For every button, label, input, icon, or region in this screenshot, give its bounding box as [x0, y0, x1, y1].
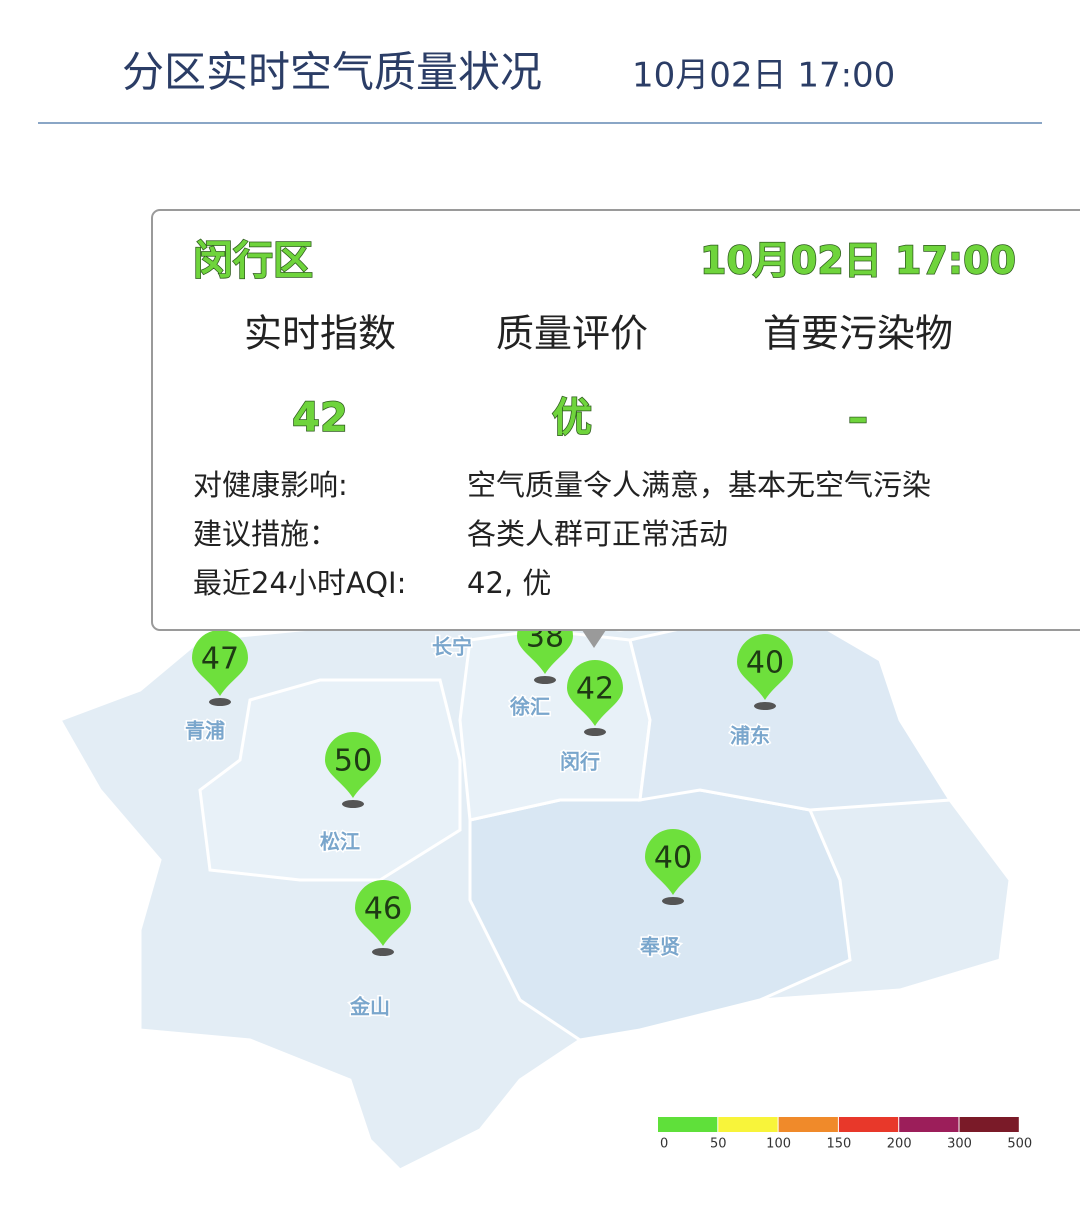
legend-tick: 150: [826, 1137, 851, 1152]
marker-value: 42: [576, 672, 614, 707]
district-label: 长宁: [432, 635, 472, 659]
legend-swatch: [658, 1117, 718, 1132]
detail-text: 42, 优: [467, 566, 551, 600]
legend-swatch: [718, 1117, 778, 1132]
marker-shadow: [342, 800, 364, 808]
marker-pin: [192, 630, 248, 696]
marker-shadow: [372, 948, 394, 956]
marker-shadow: [584, 728, 606, 736]
legend-swatch: [899, 1117, 959, 1132]
legend-swatch: [959, 1117, 1019, 1132]
marker-shadow: [534, 676, 556, 684]
legend-tick: 500: [1007, 1137, 1032, 1152]
district-label: 金山: [349, 995, 390, 1019]
marker-value: 40: [746, 646, 784, 681]
column-value: –: [848, 395, 868, 441]
marker-value: 46: [364, 892, 402, 927]
detail-text: 空气质量令人满意，基本无空气污染: [467, 468, 931, 502]
legend-swatch: [838, 1117, 899, 1132]
marker-pin: [645, 829, 701, 895]
marker-pin: [325, 732, 381, 798]
district-label: 浦东: [730, 724, 770, 748]
legend-tick: 300: [947, 1137, 972, 1152]
column-header: 质量评价: [496, 312, 648, 356]
page-title: 分区实时空气质量状况: [122, 48, 542, 97]
page-time: 10月02日 17:00: [632, 56, 895, 96]
column-header: 首要污染物: [763, 312, 953, 356]
marker-value: 40: [654, 841, 692, 876]
marker-shadow: [209, 698, 231, 706]
detail-text: 各类人群可正常活动: [467, 517, 728, 551]
legend-tick: 200: [887, 1137, 912, 1152]
marker-shadow: [662, 897, 684, 905]
column-header: 实时指数: [244, 312, 396, 356]
marker-pin: [567, 660, 623, 726]
column-value: 42: [292, 395, 348, 441]
column-value: 优: [552, 395, 592, 441]
district-label: 青浦: [185, 719, 225, 743]
popup-time: 10月02日 17:00: [700, 239, 1016, 283]
marker-shadow: [754, 702, 776, 710]
marker-value: 50: [334, 744, 372, 779]
detail-label: 最近24小时AQI:: [193, 566, 406, 600]
marker-value: 47: [201, 642, 239, 677]
marker-pin: [737, 634, 793, 700]
popup-card: [151, 209, 1080, 631]
popup-pointer: [582, 630, 606, 648]
district-label: 奉贤: [639, 935, 680, 959]
popup-district: 闵行区: [193, 238, 313, 284]
legend-tick: 0: [660, 1137, 668, 1152]
legend-tick: 50: [710, 1137, 727, 1152]
detail-label: 对健康影响:: [193, 468, 348, 502]
marker-pin: [355, 880, 411, 946]
detail-label: 建议措施：: [193, 517, 338, 551]
district-label: 松江: [320, 830, 360, 854]
legend-tick: 100: [766, 1137, 791, 1152]
legend-swatch: [778, 1117, 838, 1132]
district-label: 徐汇: [509, 695, 550, 719]
map: [57, 618, 1012, 1172]
district-label: 闵行: [560, 750, 600, 774]
